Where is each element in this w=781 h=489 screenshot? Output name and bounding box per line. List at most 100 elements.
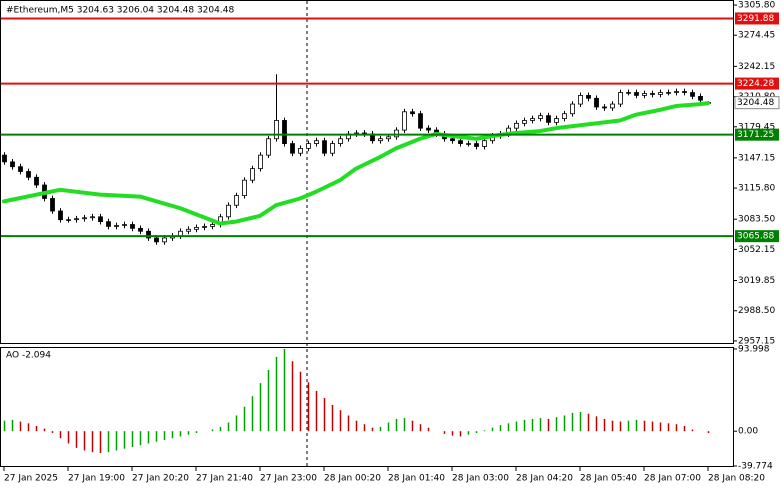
candle-body [10, 161, 15, 168]
chart-title: #Ethereum,M5 3204.63 3206.04 3204.48 320… [6, 6, 234, 16]
y-tick-label: 3179.45 [738, 122, 775, 132]
candle-body [698, 95, 703, 101]
x-tick-label: 27 Jan 2025 [4, 474, 58, 484]
candle-body [674, 91, 679, 93]
x-tick-label: 28 Jan 03:00 [452, 474, 509, 484]
ao-panel [0, 347, 734, 467]
candle-body [50, 198, 55, 212]
current-price-label: 3204.48 [737, 98, 774, 108]
candle-body [90, 216, 95, 219]
x-tick-label: 27 Jan 21:40 [196, 474, 253, 484]
candle-body [426, 127, 431, 131]
candle-body [546, 115, 551, 123]
x-tick-label: 28 Jan 04:20 [516, 474, 573, 484]
candle-body [194, 226, 199, 230]
candle-body [258, 154, 263, 170]
x-tick-label: 28 Jan 05:40 [580, 474, 637, 484]
candle-body [210, 224, 215, 227]
candle-body [234, 195, 239, 206]
level-label: 3171.25 [737, 130, 774, 140]
candle-body [98, 216, 103, 223]
level-label: 3065.88 [737, 232, 774, 242]
candle-body [338, 138, 343, 144]
candle-body [474, 143, 479, 147]
current-price-box [734, 96, 780, 110]
x-tick-label: 28 Jan 08:20 [708, 474, 765, 484]
candle-body [266, 138, 271, 156]
candle-body [154, 237, 159, 243]
level-label-box [735, 77, 779, 90]
y-tick-label: 3115.80 [738, 184, 775, 194]
candle-body [186, 228, 191, 232]
ao-tick-label: 93.998 [738, 345, 770, 355]
ao-tick-label: -39.774 [738, 462, 773, 472]
y-tick-label: 3274.45 [738, 31, 775, 41]
ao-tick-label: 0.00 [738, 427, 758, 437]
y-tick-label: 2957.15 [738, 336, 775, 346]
candle-body [666, 92, 671, 94]
x-tick-label: 28 Jan 01:40 [388, 474, 445, 484]
candle-body [386, 136, 391, 140]
candle-body [26, 171, 31, 178]
candle-body [130, 224, 135, 229]
level-label: 3291.88 [737, 14, 774, 24]
y-tick-label: 3052.15 [738, 245, 775, 255]
candle-body [58, 210, 63, 221]
candle-body [514, 122, 519, 129]
candle-body [570, 103, 575, 115]
candle-body [394, 129, 399, 138]
candle-body [458, 140, 463, 144]
candle-body [146, 230, 151, 239]
x-tick-label: 28 Jan 00:20 [324, 474, 381, 484]
x-tick-label: 28 Jan 07:00 [644, 474, 701, 484]
candle-body [626, 92, 631, 94]
candle-body [82, 217, 87, 220]
y-tick-label: 2988.50 [738, 306, 775, 316]
candle-body [602, 106, 607, 109]
y-tick-label: 3242.15 [738, 62, 775, 72]
candle-body [578, 95, 583, 105]
y-tick-label: 3083.50 [738, 215, 775, 225]
candle-body [250, 168, 255, 181]
candle-body [522, 120, 527, 124]
candle-body [2, 154, 7, 163]
y-tick-label: 3305.80 [738, 1, 775, 11]
candle-body [538, 115, 543, 119]
candle-body [242, 179, 247, 197]
candle-body [586, 95, 591, 99]
candle-body [202, 226, 207, 228]
candle-body [138, 227, 143, 232]
candle-body [18, 166, 23, 172]
candle-body [274, 120, 279, 140]
candle-body [282, 120, 287, 144]
candle-body [482, 140, 487, 147]
main-panel [0, 0, 734, 344]
candle-body [402, 111, 407, 131]
candle-body [306, 143, 311, 149]
candle-body [106, 221, 111, 227]
candle-body [74, 218, 79, 221]
x-tick-label: 27 Jan 23:00 [260, 474, 317, 484]
candle-body [322, 140, 327, 154]
candle-body [682, 91, 687, 93]
candle-body [658, 92, 663, 95]
candle-body [122, 224, 127, 226]
candle-body [298, 147, 303, 154]
candle-body [450, 138, 455, 142]
candle-body [530, 118, 535, 121]
candle-body [410, 111, 415, 115]
y-tick-label: 3147.15 [738, 153, 775, 163]
candle-body [610, 103, 615, 109]
candle-body [650, 93, 655, 95]
candle-body [642, 93, 647, 96]
candle-body [226, 204, 231, 218]
candle-body [418, 113, 423, 129]
x-tick-label: 27 Jan 20:20 [132, 474, 189, 484]
moving-average [2, 101, 710, 226]
candle-body [618, 92, 623, 105]
ao-label: AO -2.094 [6, 351, 51, 361]
candle-body [314, 140, 319, 144]
candle-body [554, 118, 559, 123]
candle-body [330, 143, 335, 154]
